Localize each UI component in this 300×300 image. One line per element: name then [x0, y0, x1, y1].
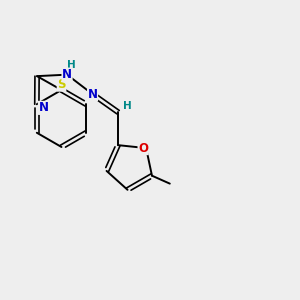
Text: N: N	[88, 88, 98, 100]
Text: S: S	[57, 78, 66, 91]
Text: H: H	[123, 101, 131, 111]
Text: O: O	[138, 142, 148, 154]
Text: H: H	[67, 60, 76, 70]
Text: N: N	[38, 101, 48, 114]
Text: N: N	[62, 68, 72, 81]
